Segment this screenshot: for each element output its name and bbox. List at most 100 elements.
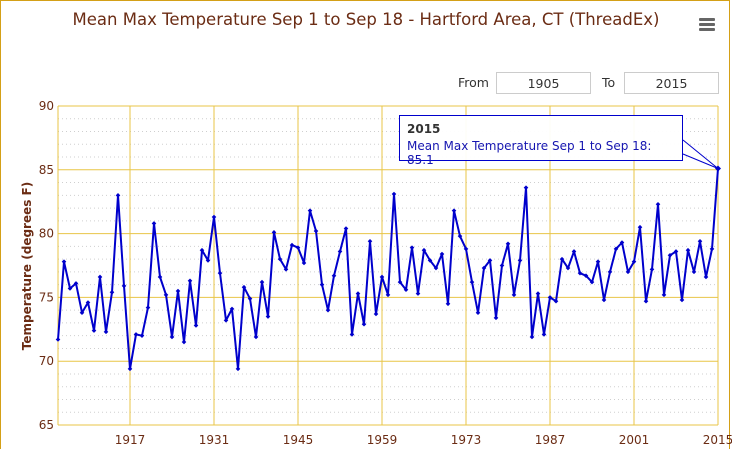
data-point[interactable] xyxy=(91,328,97,333)
data-point[interactable] xyxy=(187,278,193,284)
data-point[interactable] xyxy=(553,298,559,304)
data-point[interactable] xyxy=(385,292,391,298)
data-point[interactable] xyxy=(481,265,487,271)
data-point[interactable] xyxy=(139,333,145,338)
data-point[interactable] xyxy=(631,259,637,264)
data-point[interactable] xyxy=(67,286,73,291)
data-point[interactable] xyxy=(127,366,133,372)
data-point[interactable] xyxy=(301,260,307,266)
data-point[interactable] xyxy=(691,269,697,275)
data-point[interactable] xyxy=(583,273,589,279)
data-point[interactable] xyxy=(289,242,295,248)
data-point[interactable] xyxy=(565,265,571,271)
hamburger-menu-button[interactable] xyxy=(694,13,720,37)
data-point[interactable] xyxy=(361,321,367,327)
data-point[interactable] xyxy=(535,291,541,296)
data-point[interactable] xyxy=(247,296,253,301)
data-point[interactable] xyxy=(523,185,529,190)
data-point[interactable] xyxy=(325,307,331,313)
data-point[interactable] xyxy=(673,249,679,254)
data-point[interactable] xyxy=(403,287,409,293)
data-point[interactable] xyxy=(211,214,217,220)
data-point[interactable] xyxy=(469,279,475,285)
data-point[interactable] xyxy=(529,334,535,340)
data-point[interactable] xyxy=(619,240,625,245)
data-point[interactable] xyxy=(313,228,319,234)
data-point[interactable] xyxy=(391,191,397,197)
data-point[interactable] xyxy=(217,270,223,276)
data-point[interactable] xyxy=(499,263,505,268)
data-point[interactable] xyxy=(283,267,289,272)
data-point[interactable] xyxy=(253,334,259,340)
data-point[interactable] xyxy=(427,258,433,263)
data-point[interactable] xyxy=(709,246,715,252)
data-point[interactable] xyxy=(373,311,379,317)
data-point[interactable] xyxy=(601,297,607,303)
data-point[interactable] xyxy=(175,288,181,294)
data-point[interactable] xyxy=(697,238,703,244)
data-point[interactable] xyxy=(421,247,427,253)
data-point[interactable] xyxy=(559,256,565,262)
data-point[interactable] xyxy=(163,292,169,298)
data-point[interactable] xyxy=(241,284,247,290)
data-point[interactable] xyxy=(259,279,265,285)
data-point[interactable] xyxy=(295,245,301,250)
data-point[interactable] xyxy=(121,283,127,289)
data-point[interactable] xyxy=(181,339,187,345)
data-point[interactable] xyxy=(97,274,103,280)
range-to-input[interactable] xyxy=(624,72,719,94)
data-point[interactable] xyxy=(205,258,211,263)
data-point[interactable] xyxy=(235,366,241,372)
data-point[interactable] xyxy=(331,273,337,279)
data-point[interactable] xyxy=(103,329,109,335)
data-point[interactable] xyxy=(343,226,349,231)
data-point[interactable] xyxy=(199,247,205,253)
data-point[interactable] xyxy=(445,301,451,307)
data-point[interactable] xyxy=(169,334,175,340)
data-point[interactable] xyxy=(649,267,655,272)
range-from-input[interactable] xyxy=(496,72,591,94)
data-point[interactable] xyxy=(493,315,499,321)
data-point[interactable] xyxy=(307,208,313,213)
data-point[interactable] xyxy=(145,305,151,310)
data-point[interactable] xyxy=(643,298,649,304)
data-point[interactable] xyxy=(589,279,595,285)
data-point[interactable] xyxy=(667,252,673,258)
data-point[interactable] xyxy=(511,292,517,298)
data-point[interactable] xyxy=(457,233,463,239)
data-point[interactable] xyxy=(109,289,115,295)
data-point[interactable] xyxy=(367,238,373,244)
data-point[interactable] xyxy=(415,291,421,296)
data-point[interactable] xyxy=(277,256,283,262)
data-point[interactable] xyxy=(607,269,613,275)
data-point[interactable] xyxy=(265,314,271,319)
data-point[interactable] xyxy=(655,201,661,207)
data-point[interactable] xyxy=(349,332,355,337)
data-point[interactable] xyxy=(661,292,667,298)
data-point[interactable] xyxy=(223,318,229,323)
data-point[interactable] xyxy=(433,265,439,271)
data-point[interactable] xyxy=(679,297,685,303)
data-point[interactable] xyxy=(229,306,235,312)
data-point[interactable] xyxy=(439,251,445,257)
data-point[interactable] xyxy=(157,274,163,280)
data-point[interactable] xyxy=(133,332,139,337)
data-point[interactable] xyxy=(577,270,583,276)
data-point[interactable] xyxy=(115,193,121,198)
data-point[interactable] xyxy=(475,310,481,316)
data-point[interactable] xyxy=(73,281,79,286)
data-point[interactable] xyxy=(703,274,709,280)
data-point[interactable] xyxy=(625,269,631,275)
data-point[interactable] xyxy=(55,337,61,342)
data-point[interactable] xyxy=(79,310,85,316)
data-point[interactable] xyxy=(571,249,577,254)
data-point[interactable] xyxy=(613,246,619,252)
data-point[interactable] xyxy=(151,221,157,226)
data-point[interactable] xyxy=(379,274,385,280)
data-point[interactable] xyxy=(193,323,199,328)
data-point[interactable] xyxy=(685,247,691,253)
data-point[interactable] xyxy=(319,282,325,287)
data-point[interactable] xyxy=(541,332,547,337)
data-point[interactable] xyxy=(595,259,601,264)
data-point[interactable] xyxy=(487,258,493,263)
